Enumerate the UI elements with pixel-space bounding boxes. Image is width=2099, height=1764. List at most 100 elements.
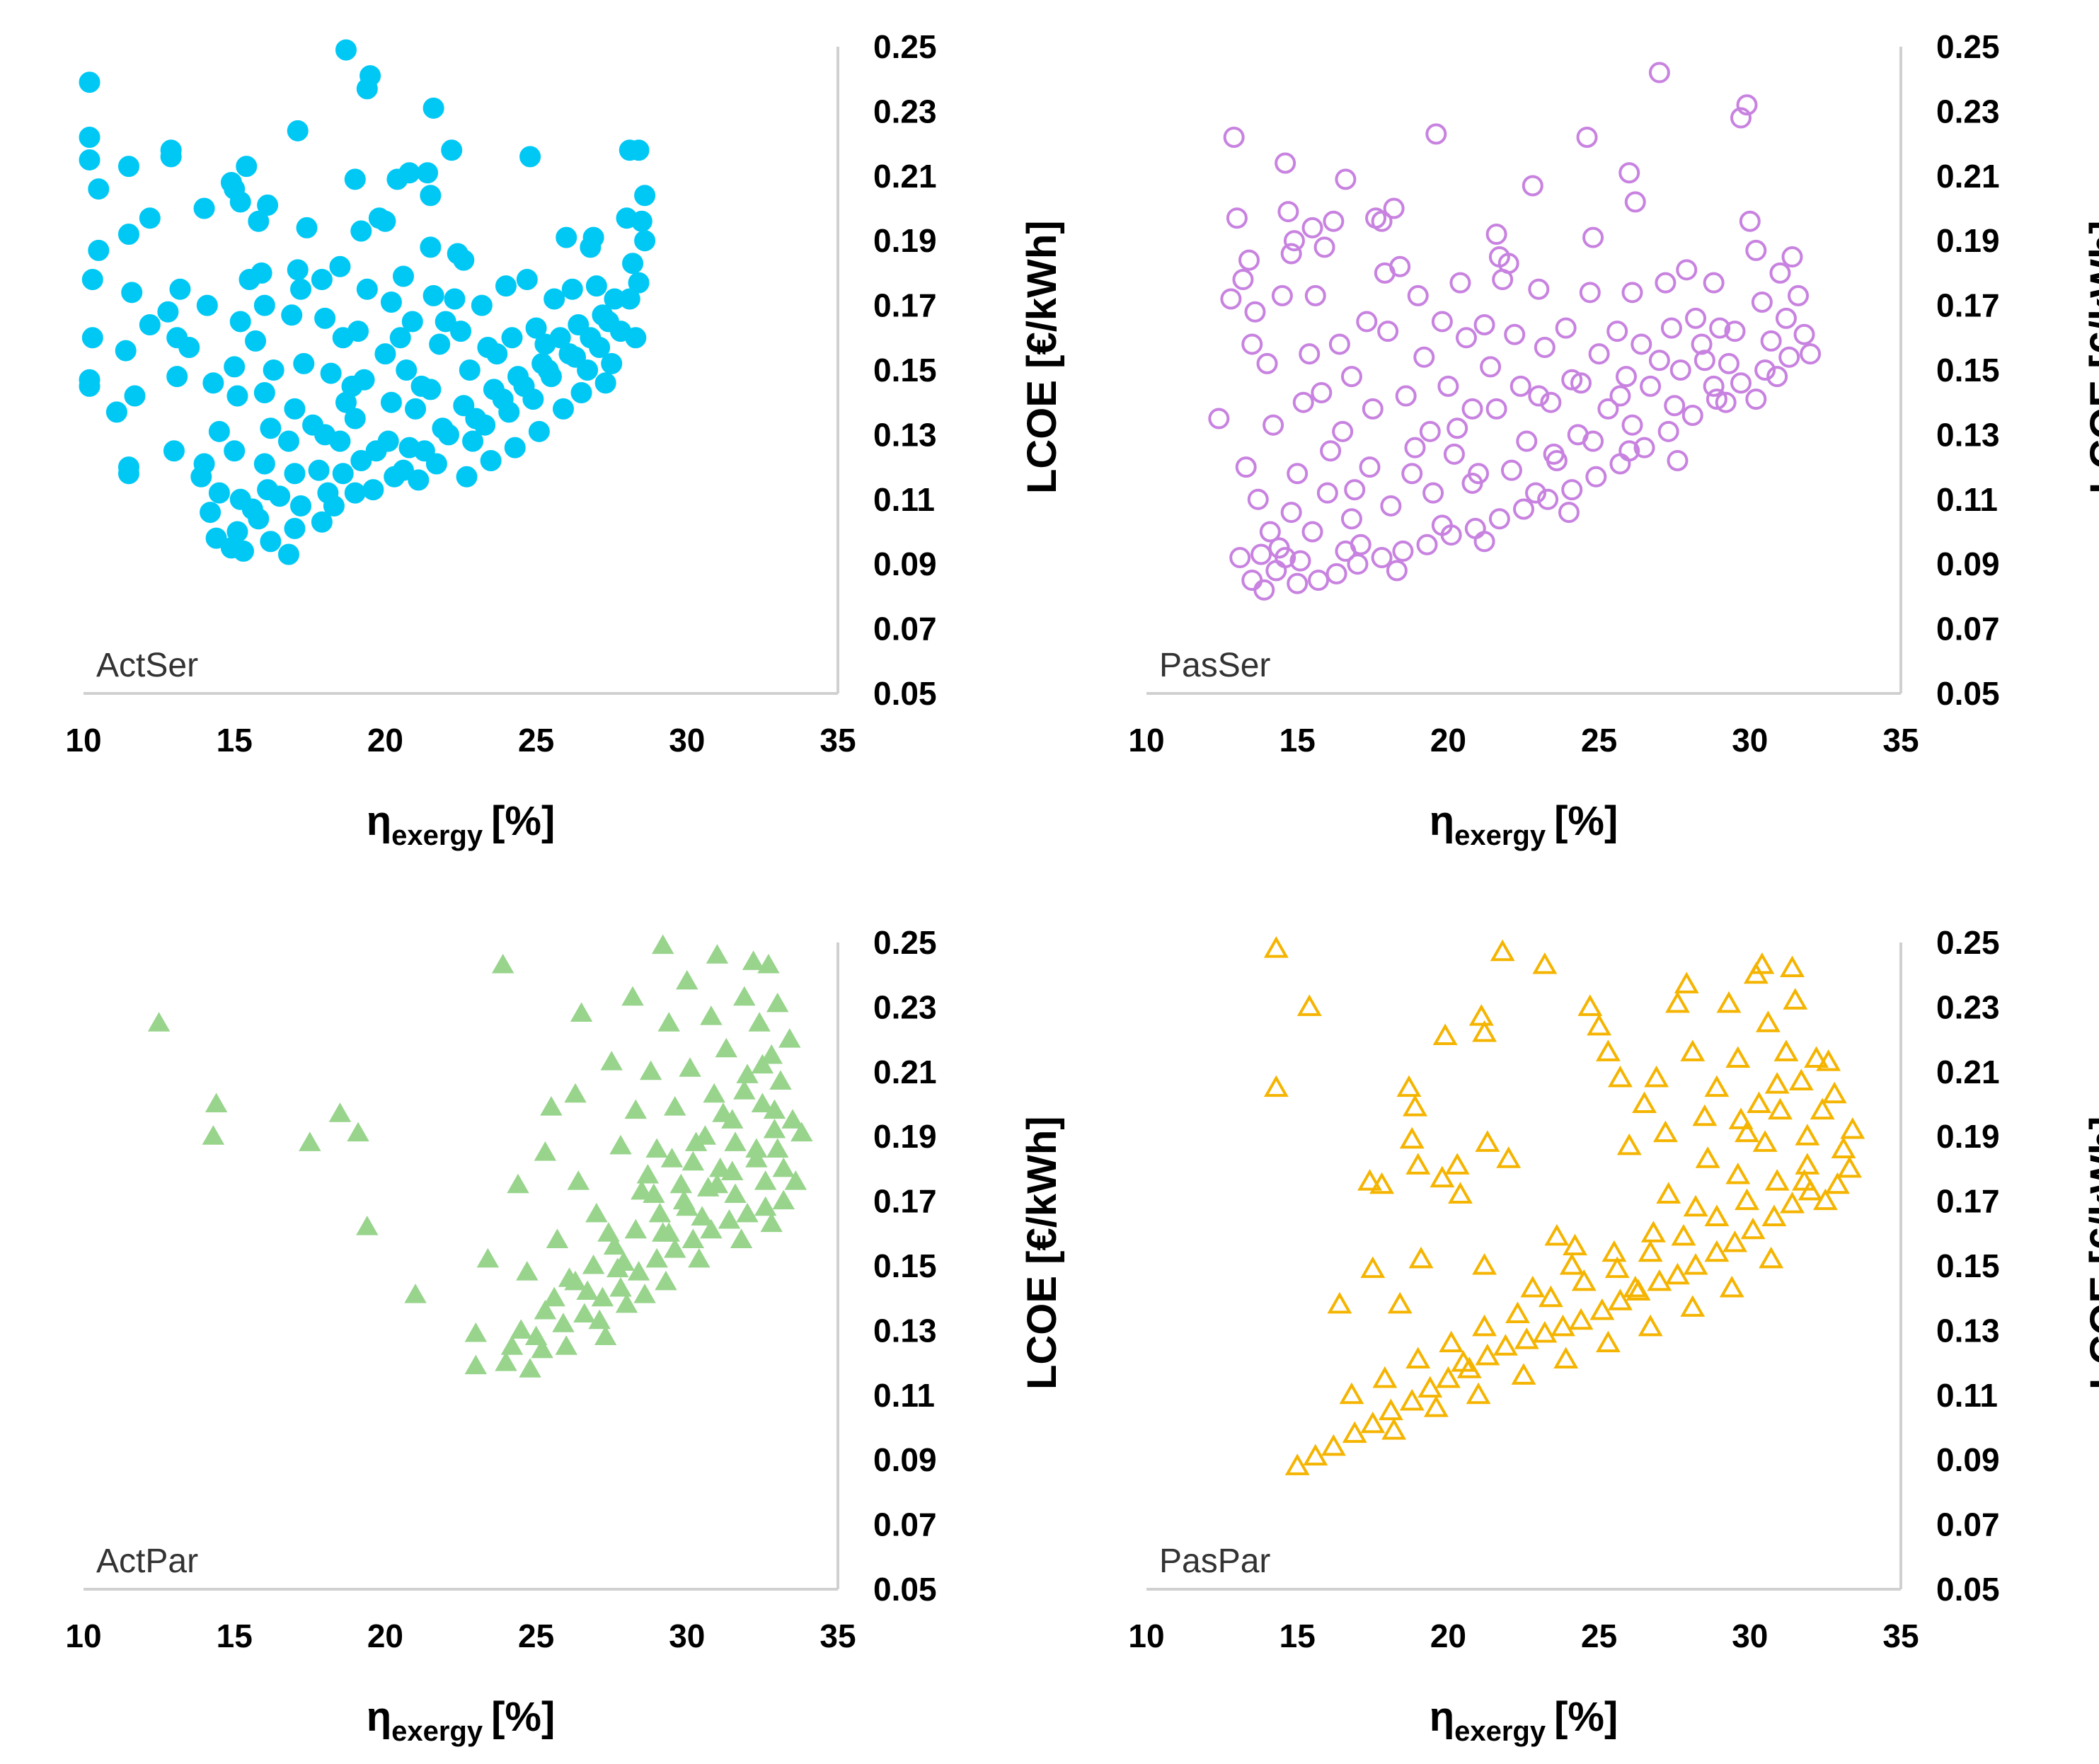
data-point [1372, 1366, 1398, 1388]
data-point [745, 1148, 768, 1168]
data-point [405, 398, 427, 420]
data-point [1461, 472, 1483, 494]
data-point [1419, 420, 1441, 442]
x-tick-label: 25 [518, 722, 554, 759]
data-point [1275, 547, 1296, 569]
data-point [208, 482, 230, 504]
data-point [561, 278, 583, 300]
data-point [1342, 1421, 1367, 1443]
data-point [200, 502, 222, 524]
data-point [715, 1037, 737, 1058]
data-point [706, 944, 729, 964]
data-point [139, 207, 161, 229]
x-tick-label: 30 [1732, 1618, 1768, 1654]
data-point [1475, 1130, 1500, 1152]
data-point [1747, 1091, 1772, 1113]
data-point [580, 327, 602, 349]
data-point [1283, 230, 1305, 252]
data-point [790, 1122, 813, 1142]
y-axis-label: LCOE [€/kWh] [1019, 1116, 1065, 1390]
data-point [344, 168, 366, 190]
data-point [507, 1173, 529, 1194]
data-point [224, 440, 246, 462]
data-point [88, 178, 110, 200]
data-point [1362, 398, 1384, 420]
data-point [657, 1222, 680, 1242]
data-point [117, 463, 139, 485]
data-point [1570, 372, 1592, 394]
data-point [1344, 479, 1366, 501]
data-point [1704, 1204, 1730, 1226]
data-point [1325, 563, 1347, 584]
data-point [552, 1313, 575, 1332]
data-point [1683, 1252, 1708, 1275]
data-point [121, 282, 143, 304]
data-point [79, 149, 100, 171]
x-axis-label: ηexergy [%] [1430, 798, 1618, 851]
data-point [1571, 1269, 1597, 1291]
data-point [157, 301, 179, 323]
data-point [1709, 317, 1731, 339]
data-point [1316, 482, 1338, 504]
x-axis-unit: [%] [1554, 1694, 1618, 1740]
x-tick-label: 35 [820, 1618, 856, 1654]
data-point [1360, 1411, 1386, 1434]
data-point [624, 1218, 648, 1239]
data-point [1735, 1120, 1759, 1143]
data-point [1321, 1434, 1346, 1456]
data-point [1680, 1295, 1706, 1317]
data-point [1430, 1165, 1455, 1188]
data-point [1795, 1124, 1820, 1146]
data-point [163, 440, 185, 462]
data-point [1647, 1269, 1672, 1291]
y-tick-label: 0.13 [873, 1312, 937, 1349]
data-point [347, 321, 369, 342]
x-tick-label: 15 [217, 1618, 253, 1654]
data-point [1468, 1004, 1494, 1026]
data-point [1618, 440, 1640, 462]
data-point [1550, 1314, 1575, 1337]
data-point [1416, 534, 1438, 555]
data-point [193, 197, 215, 219]
data-point [519, 146, 541, 168]
data-point [437, 424, 459, 446]
data-point [1559, 1252, 1585, 1275]
data-point [1511, 1363, 1536, 1385]
data-point [784, 1170, 807, 1190]
data-point [778, 1028, 801, 1048]
y-tick-label: 0.23 [1936, 93, 2000, 129]
data-point [712, 1102, 735, 1122]
data-point [1220, 288, 1242, 310]
data-point [1609, 385, 1631, 407]
data-point [543, 1286, 565, 1307]
data-point [1644, 1065, 1669, 1088]
data-point [253, 294, 275, 316]
y-tick-label: 0.09 [1936, 546, 2000, 582]
data-point [1232, 269, 1254, 291]
y-tick-label: 0.21 [873, 158, 937, 195]
data-point [751, 1054, 774, 1074]
data-point [603, 1235, 626, 1255]
data-point [1480, 356, 1502, 378]
data-points [1208, 62, 1822, 601]
data-point [1311, 381, 1333, 403]
data-point [422, 284, 444, 306]
data-point [1577, 994, 1603, 1016]
x-tick-label: 25 [1581, 1618, 1617, 1654]
data-point [1464, 517, 1486, 539]
data-point [769, 1070, 792, 1090]
data-point [202, 1125, 225, 1145]
y-tick-label: 0.11 [873, 1377, 935, 1414]
y-tick-label: 0.19 [1936, 222, 2000, 259]
data-point [1383, 197, 1405, 219]
data-point [1582, 226, 1604, 248]
y-tick-label: 0.11 [1936, 481, 1998, 518]
data-point [1795, 1153, 1820, 1175]
data-point [241, 498, 263, 520]
data-points [1263, 936, 1865, 1475]
data-point [1822, 1081, 1847, 1104]
y-tick-label: 0.05 [873, 675, 937, 712]
data-point [1804, 1046, 1829, 1068]
data-point [1576, 126, 1598, 148]
